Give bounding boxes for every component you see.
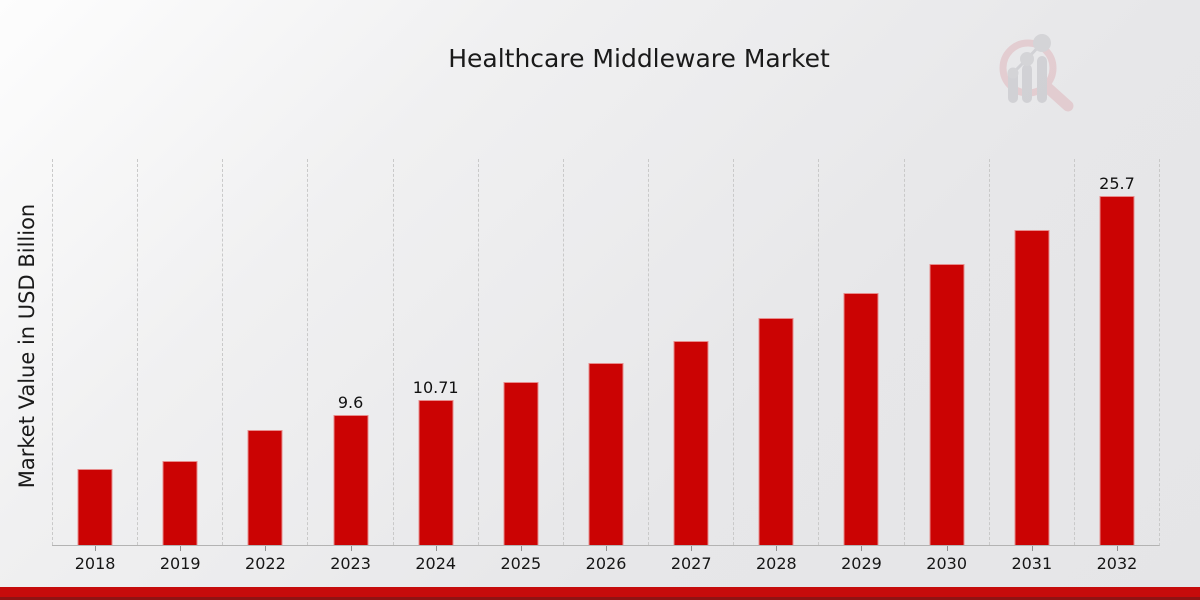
x-axis-tick [1116, 546, 1118, 551]
bar-2026 [588, 363, 624, 545]
x-tick-label: 2029 [841, 554, 882, 573]
category-slot: 9.6 2023 [307, 159, 392, 573]
x-tick-label: 2027 [670, 554, 712, 573]
x-tick-label: 2026 [585, 554, 627, 573]
x-axis-tick [435, 546, 437, 551]
x-axis-tick [861, 546, 863, 551]
magnifier-handle [1042, 82, 1074, 112]
category-slot: 25.7 2032 [1073, 159, 1159, 573]
logo-dot-small [1007, 67, 1019, 79]
bar-value-label: 9.6 [337, 393, 364, 412]
x-tick-label: 2023 [330, 554, 371, 573]
category-slot: 2022 [222, 159, 307, 573]
bar-2024 [418, 400, 454, 545]
category-slot: 10.71 2024 [392, 159, 478, 573]
x-axis-tick [95, 546, 97, 551]
x-axis-tick [691, 546, 693, 551]
category-slot: 2025 [477, 159, 563, 573]
x-tick-label: 2018 [74, 554, 116, 573]
x-axis-tick [1031, 546, 1033, 551]
category-slot: 2029 [818, 159, 903, 573]
category-slot: 2031 [988, 159, 1074, 573]
x-tick-label: 2028 [755, 554, 797, 573]
x-tick-label: 2019 [159, 554, 201, 573]
logo-dot-medium [1020, 52, 1034, 66]
x-axis-tick [776, 546, 778, 551]
x-tick-label: 2022 [245, 554, 286, 573]
bar-2030 [929, 264, 965, 545]
logo-dot-large [1033, 34, 1051, 52]
plot-area: 2018 2019 2022 9.6 2023 10.71 2024 2025 2026 2027… [52, 159, 1160, 573]
x-axis-tick [265, 546, 267, 551]
category-slot: 2018 [52, 159, 137, 573]
y-axis-label: Market Value in USD Billion [15, 203, 39, 489]
bar-value-label: 10.71 [412, 378, 459, 397]
bar-2018 [77, 469, 113, 545]
x-tick-label: 2032 [1096, 554, 1138, 573]
bar-2032 [1099, 196, 1135, 545]
bottom-banner [0, 587, 1200, 600]
x-tick-label: 2030 [926, 554, 967, 573]
x-tick-label: 2024 [415, 554, 457, 573]
x-axis-tick [180, 546, 182, 551]
bar-2022 [247, 430, 283, 545]
category-slot: 2019 [137, 159, 222, 573]
bar-2029 [843, 293, 879, 545]
logo-bar-medium [1022, 64, 1032, 103]
x-tick-label: 2031 [1011, 554, 1053, 573]
magnifier-growth-chart-logo-icon [999, 34, 1074, 112]
category-slot: 2026 [562, 159, 648, 573]
category-slot: 2028 [733, 159, 818, 573]
bar-2023 [333, 415, 369, 545]
x-axis-tick [350, 546, 352, 551]
x-axis-tick [946, 546, 948, 551]
bar-2019 [162, 461, 198, 545]
bar-2025 [503, 382, 539, 545]
category-slot: 2030 [903, 159, 989, 573]
bar-2031 [1014, 230, 1050, 545]
x-axis-tick [520, 546, 522, 551]
bar-value-label: 25.7 [1099, 174, 1135, 193]
x-axis-tick [606, 546, 608, 551]
x-tick-label: 2025 [500, 554, 542, 573]
category-slot: 2027 [648, 159, 733, 573]
chart-title: Healthcare Middleware Market [448, 44, 830, 73]
logo-bar-tall [1037, 56, 1047, 103]
bar-2028 [758, 318, 794, 545]
bar-2027 [673, 341, 709, 545]
